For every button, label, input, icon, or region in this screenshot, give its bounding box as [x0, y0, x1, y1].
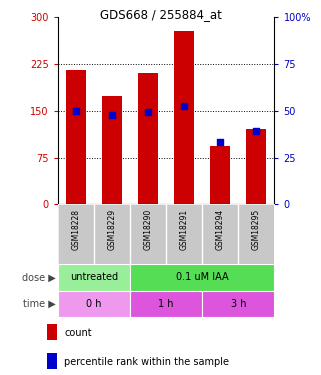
- Point: [109, 112, 115, 118]
- Text: GSM18290: GSM18290: [143, 209, 152, 251]
- Text: GSM18229: GSM18229: [108, 209, 117, 250]
- Bar: [58, 264, 130, 291]
- Bar: [66, 70, 86, 204]
- Text: 1 h: 1 h: [158, 299, 174, 309]
- Bar: [130, 291, 202, 317]
- Bar: [247, 129, 266, 204]
- Text: 0 h: 0 h: [86, 299, 102, 309]
- Text: untreated: untreated: [70, 273, 118, 282]
- Point: [254, 128, 259, 134]
- Bar: [47, 324, 57, 340]
- Text: 3 h: 3 h: [230, 299, 246, 309]
- Bar: [210, 146, 230, 204]
- Bar: [202, 291, 274, 317]
- Text: GSM18294: GSM18294: [216, 209, 225, 251]
- Bar: [58, 291, 130, 317]
- Point: [182, 103, 187, 109]
- Bar: [130, 264, 274, 291]
- Text: GDS668 / 255884_at: GDS668 / 255884_at: [100, 8, 221, 21]
- Point: [145, 109, 151, 115]
- Bar: [174, 31, 194, 204]
- Point: [218, 139, 223, 145]
- Bar: [47, 353, 57, 369]
- Text: GSM18228: GSM18228: [71, 209, 80, 250]
- Text: 0.1 uM IAA: 0.1 uM IAA: [176, 273, 229, 282]
- Text: percentile rank within the sample: percentile rank within the sample: [64, 357, 229, 367]
- Text: GSM18291: GSM18291: [180, 209, 189, 250]
- Bar: [138, 73, 158, 204]
- Text: time ▶: time ▶: [23, 299, 56, 309]
- Bar: [102, 96, 122, 204]
- Text: GSM18295: GSM18295: [252, 209, 261, 251]
- Point: [73, 108, 78, 114]
- Text: dose ▶: dose ▶: [22, 273, 56, 282]
- Text: count: count: [64, 328, 92, 338]
